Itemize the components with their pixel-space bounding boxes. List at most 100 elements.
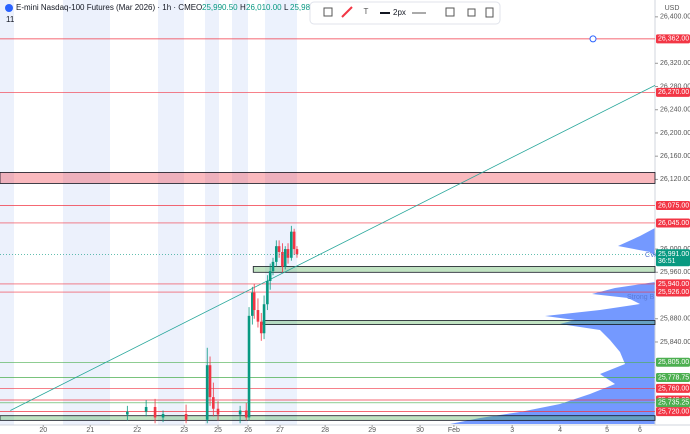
toolbar-lock[interactable] [467, 8, 476, 17]
candle-body [212, 397, 215, 409]
indicator-count[interactable]: 11 [6, 15, 15, 24]
symbol-title: E-mini Nasdaq-100 Futures (Mar 2026) · 1… [16, 3, 196, 12]
ohlc-h: 26,010.00 [246, 3, 282, 12]
x-tick-label: 23 [180, 427, 188, 434]
plot: 26,400.00 26,320.00 26,280.00 26,240.00 26,2… [0, 14, 690, 434]
candle-body [153, 407, 157, 418]
last-price-badge [656, 249, 690, 267]
currency: USD [665, 5, 680, 12]
level-badge [656, 218, 690, 228]
y-tick-label: 26,120.00 [660, 176, 690, 183]
toolbar-color[interactable] [341, 6, 353, 18]
candle-body [251, 292, 254, 316]
level-label: 25,805.00 [658, 359, 689, 366]
y-tick-label: 26,400.00 [660, 14, 690, 21]
level-label: 25,735.25 [658, 400, 689, 407]
level-label: 25,926.00 [658, 289, 689, 296]
last-price-label: 25,991.00 [658, 251, 689, 258]
symbol-icon [5, 4, 13, 12]
candle-body [244, 410, 248, 418]
x-tick-label: 21 [86, 427, 94, 434]
volume-profile [450, 228, 655, 424]
candle-body [271, 261, 275, 272]
candle-body [290, 231, 293, 258]
level-badge [656, 373, 690, 383]
x-tick-label: 29 [368, 427, 376, 434]
toolbar-settings[interactable] [445, 7, 455, 17]
level-badge [656, 279, 690, 289]
trendline [10, 84, 656, 411]
candle-body [268, 271, 272, 282]
candle-body [266, 281, 269, 305]
x-tick-label: 6 [638, 427, 642, 434]
line-width[interactable]: 2px [393, 8, 406, 17]
toolbar-icon[interactable] [323, 7, 333, 17]
candle-body [281, 251, 284, 267]
level-label: 26,270.00 [658, 89, 689, 96]
anchor-handle [589, 35, 597, 43]
level-badge [656, 87, 690, 97]
y-tick-label: 25,960.00 [660, 269, 690, 276]
candle-body [259, 321, 263, 334]
y-tick-label: 26,280.00 [660, 83, 690, 90]
ohlc-l-label: L [284, 3, 289, 12]
candle-body [283, 249, 287, 267]
candle-body [252, 292, 256, 311]
zone [262, 320, 656, 325]
zone [0, 172, 656, 184]
zone [252, 266, 656, 273]
level-label: 26,045.00 [658, 220, 689, 227]
level-label: 25,760.00 [658, 385, 689, 392]
candle-body [144, 407, 148, 412]
level-label: 25,940.00 [658, 281, 689, 288]
ohlc-o: 25,990.50 [202, 3, 238, 12]
session-shading [0, 0, 297, 425]
x-tick-label: 22 [133, 427, 141, 434]
level-label: 25,778.75 [658, 374, 689, 381]
candle-body [184, 413, 188, 420]
x-tick-label: 20 [39, 427, 47, 434]
level-badge [656, 357, 690, 367]
level-label: 26,362.00 [658, 36, 689, 43]
y-tick-label: 26,160.00 [660, 153, 690, 160]
ohlc-o-label: O [196, 3, 202, 12]
toolbar-text[interactable]: T [364, 7, 369, 16]
level-badge [656, 34, 690, 44]
y-tick-label: 25,880.00 [660, 316, 690, 323]
x-tick-label: Feb [448, 427, 460, 434]
level-badge [656, 201, 690, 211]
candle-body [286, 249, 290, 258]
x-tick-label: 3 [510, 427, 514, 434]
candle-body [126, 411, 129, 415]
candle-body [262, 304, 266, 334]
candle-body [295, 249, 299, 255]
annotation: Strong B [627, 294, 655, 301]
y-tick-label: 26,200.00 [660, 130, 690, 137]
annotation: CVA [645, 252, 659, 259]
candle-body [216, 408, 220, 415]
x-tick-label: 27 [276, 427, 284, 434]
toolbar-delete[interactable] [485, 7, 494, 18]
legend: E-mini Nasdaq-100 Futures (Mar 2026) · 1… [5, 3, 326, 24]
candle-body [238, 410, 242, 415]
level-badge [656, 398, 690, 408]
level-label: 26,075.00 [658, 202, 689, 209]
candle-body [277, 246, 281, 252]
y-tick-label: 26,240.00 [660, 107, 690, 114]
ohlc-l: 25,985.25 [290, 3, 326, 12]
x-tick-label: 30 [416, 427, 424, 434]
drawing-toolbar[interactable]: T 2px [309, 1, 501, 25]
x-tick-label: 26 [244, 427, 252, 434]
level-badge [656, 383, 690, 393]
y-tick-label: 26,320.00 [660, 60, 690, 67]
level-badge [656, 407, 690, 417]
x-tick-label: 28 [321, 427, 329, 434]
ohlc-h-label: H [240, 3, 246, 12]
bar-countdown: 36:51 [658, 258, 676, 265]
candle-body [161, 413, 165, 418]
x-tick-label: 4 [558, 427, 562, 434]
level-badge [656, 287, 690, 297]
candle-body [256, 310, 260, 322]
zone [0, 415, 656, 421]
